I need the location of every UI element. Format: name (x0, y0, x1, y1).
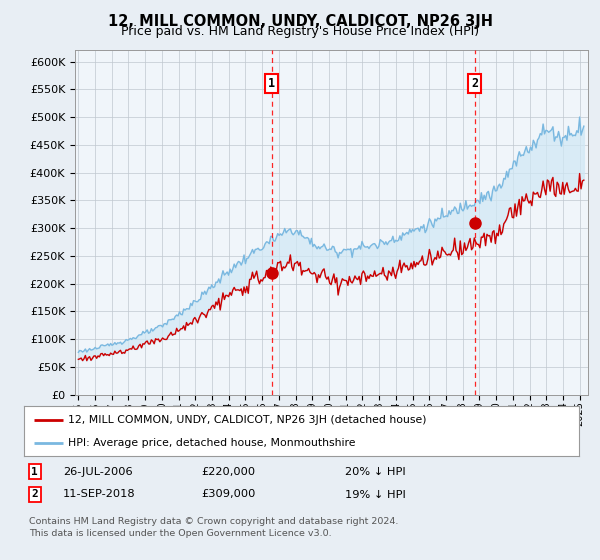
Text: 2: 2 (471, 77, 478, 90)
Text: £220,000: £220,000 (201, 466, 255, 477)
Text: 1: 1 (268, 77, 275, 90)
Text: 11-SEP-2018: 11-SEP-2018 (63, 489, 136, 500)
Text: 12, MILL COMMON, UNDY, CALDICOT, NP26 3JH (detached house): 12, MILL COMMON, UNDY, CALDICOT, NP26 3J… (68, 414, 427, 424)
Text: Contains HM Land Registry data © Crown copyright and database right 2024.: Contains HM Land Registry data © Crown c… (29, 517, 398, 526)
Text: 26-JUL-2006: 26-JUL-2006 (63, 466, 133, 477)
Text: Price paid vs. HM Land Registry's House Price Index (HPI): Price paid vs. HM Land Registry's House … (121, 25, 479, 38)
Text: 20% ↓ HPI: 20% ↓ HPI (345, 466, 406, 477)
Text: 1: 1 (31, 466, 38, 477)
Text: This data is licensed under the Open Government Licence v3.0.: This data is licensed under the Open Gov… (29, 529, 331, 538)
Text: 19% ↓ HPI: 19% ↓ HPI (345, 489, 406, 500)
Text: HPI: Average price, detached house, Monmouthshire: HPI: Average price, detached house, Monm… (68, 438, 356, 448)
Text: 12, MILL COMMON, UNDY, CALDICOT, NP26 3JH: 12, MILL COMMON, UNDY, CALDICOT, NP26 3J… (107, 14, 493, 29)
Text: 2: 2 (31, 489, 38, 500)
Text: £309,000: £309,000 (201, 489, 256, 500)
